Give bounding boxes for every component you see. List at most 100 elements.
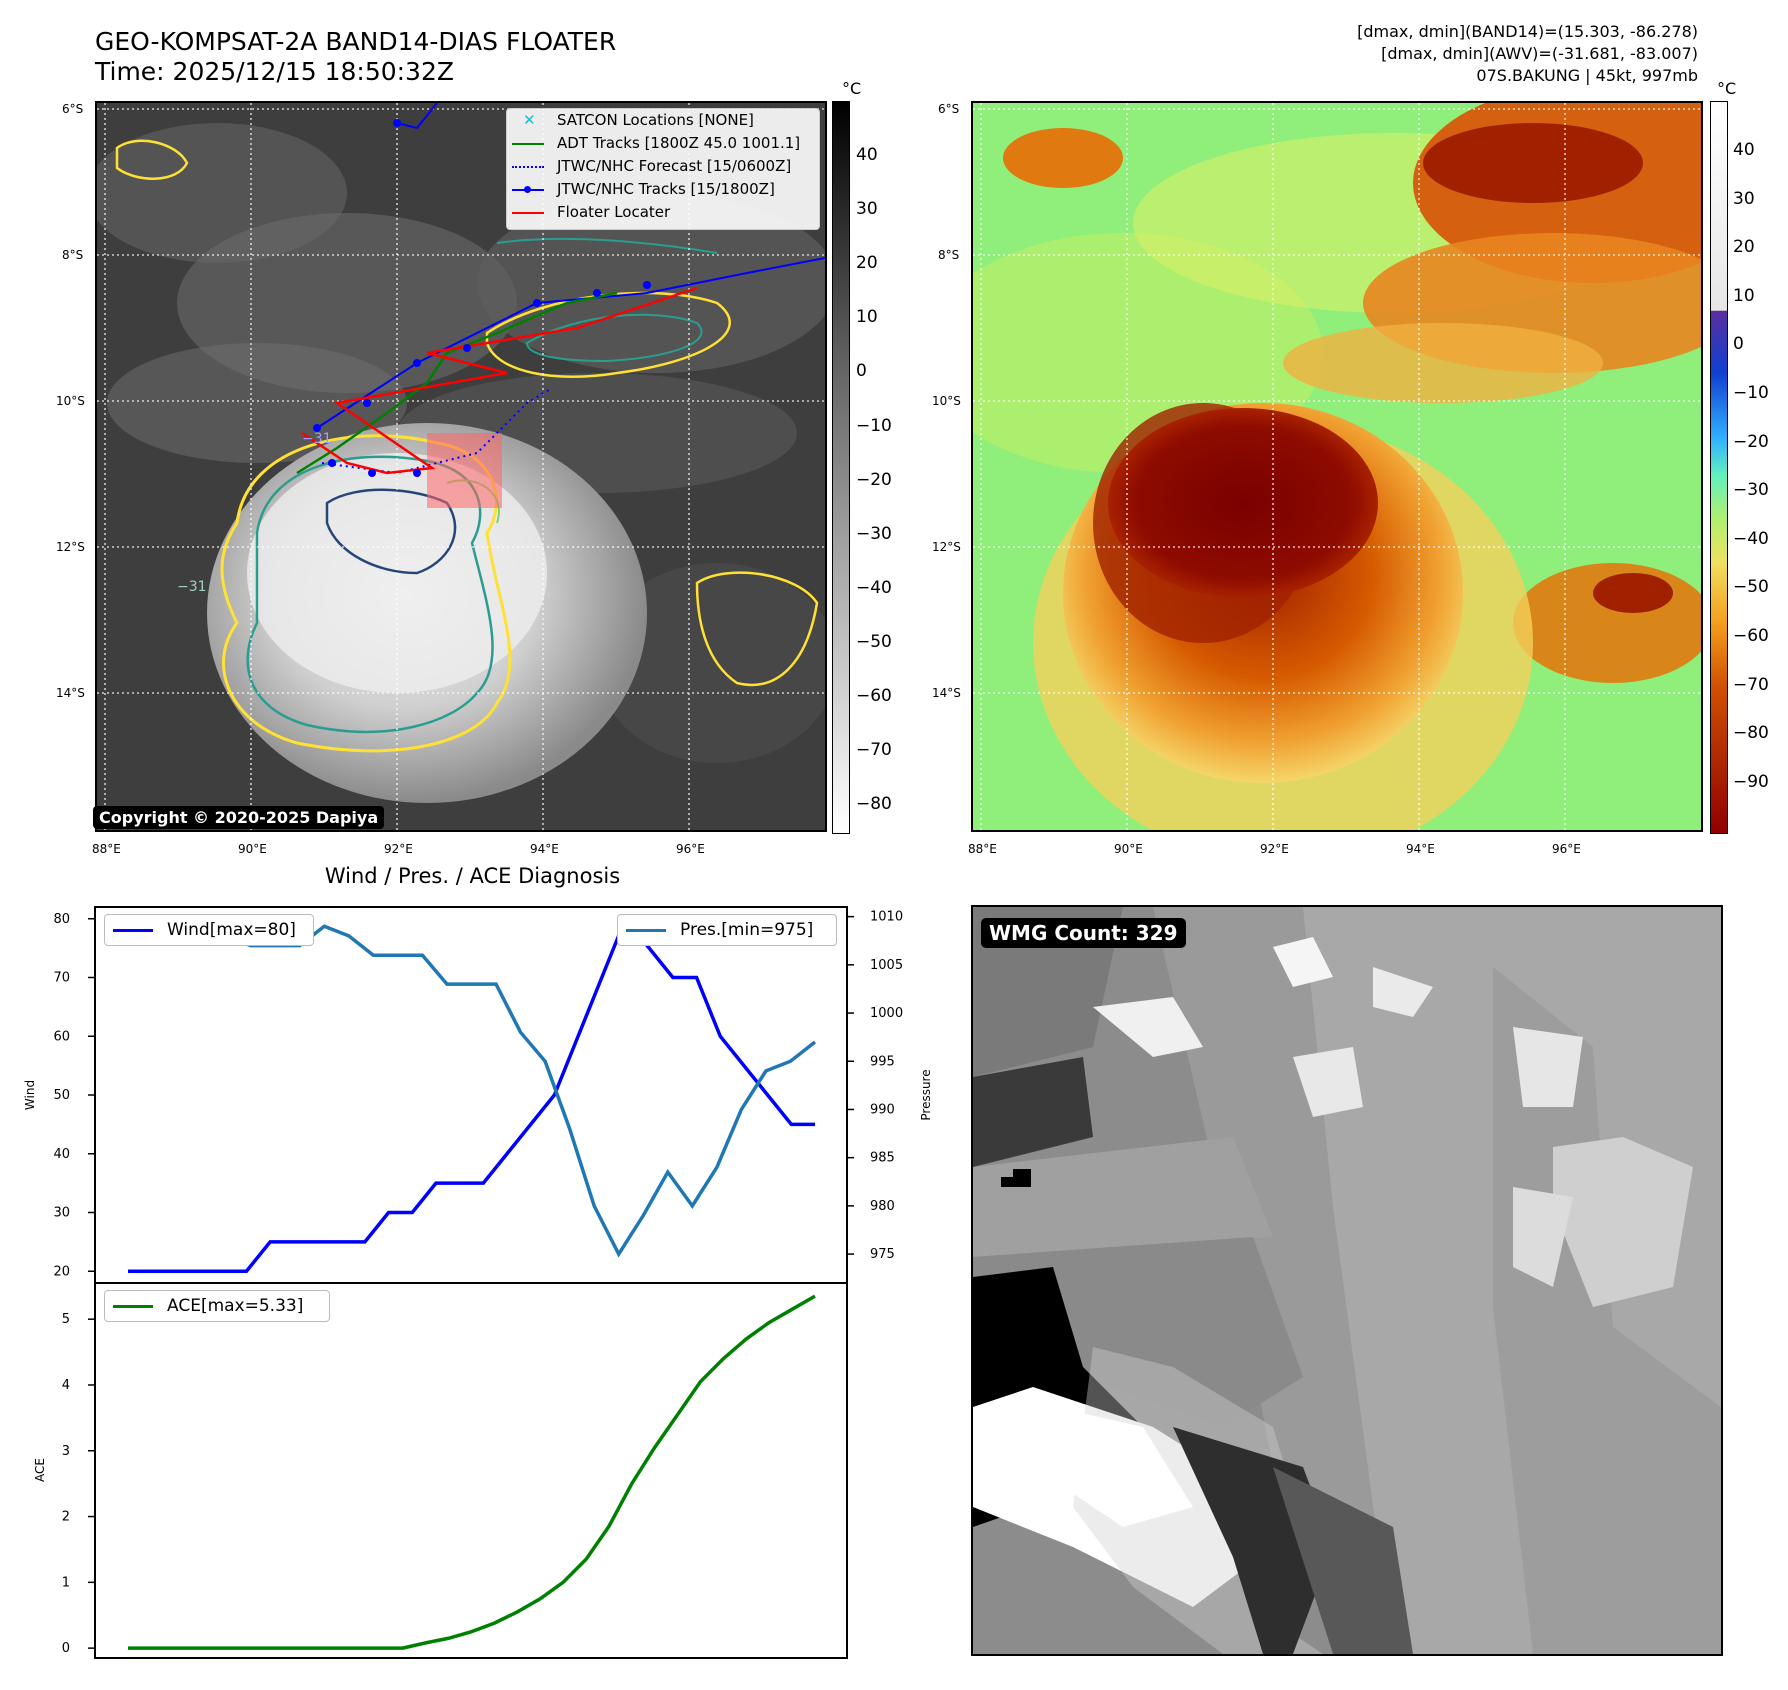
lon-label: 88°E bbox=[968, 842, 997, 856]
diagnosis-title: Wind / Pres. / ACE Diagnosis bbox=[324, 864, 621, 888]
info-line2: [dmax, dmin](AWV)=(-31.681, -83.007) bbox=[1381, 44, 1698, 63]
pressure-tick-label: 1010 bbox=[870, 910, 903, 925]
ace-axis-label: ACE bbox=[33, 1458, 47, 1482]
pressure-tick-label: 985 bbox=[870, 1151, 895, 1166]
lat-label: 10°S bbox=[56, 394, 85, 408]
wmg-image bbox=[973, 907, 1721, 1654]
dotted-line-icon bbox=[512, 166, 544, 168]
solid-line-icon bbox=[512, 212, 544, 214]
colorbar-tick-label: −90 bbox=[1733, 771, 1769, 792]
lat-label: 14°S bbox=[932, 686, 961, 700]
colorbar-tick-label: 0 bbox=[856, 361, 867, 382]
ace-tick-label: 2 bbox=[62, 1510, 70, 1525]
pressure-tick-label: 980 bbox=[870, 1199, 895, 1214]
wind-legend: Wind[max=80] bbox=[104, 914, 314, 946]
wind-series-line bbox=[128, 915, 815, 1273]
info-line3: 07S.BAKUNG | 45kt, 997mb bbox=[1476, 66, 1698, 85]
dias-colorbar bbox=[1710, 101, 1728, 834]
ir-map-legend: ✕ SATCON Locations [NONE] ADT Tracks [18… bbox=[506, 108, 820, 230]
wmg-count-badge: WMG Count: 329 bbox=[981, 918, 1186, 948]
legend-satcon: ✕ SATCON Locations [NONE] bbox=[507, 109, 819, 132]
lat-label: 10°S bbox=[932, 394, 961, 408]
lon-label: 90°E bbox=[238, 842, 267, 856]
colorbar-tick-label: 40 bbox=[1733, 140, 1755, 160]
ir-map-image: −31 −31 bbox=[97, 103, 825, 830]
colorbar-tick-label: −30 bbox=[856, 523, 892, 544]
lat-label: 8°S bbox=[62, 248, 84, 262]
lon-label: 96°E bbox=[676, 842, 705, 856]
colorbar-tick-label: 30 bbox=[856, 199, 878, 220]
colorbar-tick-label: −40 bbox=[1733, 528, 1769, 549]
lat-label: 12°S bbox=[932, 540, 961, 554]
lon-label: 92°E bbox=[384, 842, 413, 856]
title-line2: Time: 2025/12/15 18:50:32Z bbox=[95, 57, 454, 86]
colorbar-tick-label: 10 bbox=[856, 307, 878, 328]
wind-tick-label: 80 bbox=[53, 912, 70, 927]
colorbar-tick-label: 20 bbox=[856, 253, 878, 274]
ir-map-panel: −31 −31 bbox=[95, 101, 827, 832]
lon-label: 96°E bbox=[1552, 842, 1581, 856]
colorbar-tick-label: 0 bbox=[1733, 334, 1744, 355]
lat-label: 6°S bbox=[938, 102, 960, 116]
wind-tick-label: 20 bbox=[53, 1264, 70, 1279]
pressure-tick-label: 975 bbox=[870, 1247, 895, 1262]
ace-tick-label: 0 bbox=[62, 1641, 70, 1656]
pressure-tick-label: 1005 bbox=[870, 958, 903, 973]
ace-series-line bbox=[128, 1294, 816, 1650]
lon-label: 94°E bbox=[530, 842, 559, 856]
colorbar-tick-label: −50 bbox=[856, 631, 892, 652]
legend-tracks: JTWC/NHC Tracks [15/1800Z] bbox=[507, 178, 819, 201]
wind-tick-label: 70 bbox=[53, 971, 70, 986]
copyright-badge: Copyright © 2020-2025 Dapiya bbox=[93, 806, 385, 829]
svg-text:−31: −31 bbox=[177, 579, 207, 595]
legend-adt: ADT Tracks [1800Z 45.0 1001.1] bbox=[507, 132, 819, 155]
pressure-axis-label: Pressure bbox=[919, 1069, 933, 1120]
lon-label: 94°E bbox=[1406, 842, 1435, 856]
legend-floater: Floater Locater bbox=[507, 201, 819, 224]
colorbar-tick-label: −20 bbox=[1733, 431, 1769, 452]
lat-label: 8°S bbox=[938, 248, 960, 262]
ace-legend: ACE[max=5.33] bbox=[104, 1290, 330, 1322]
ace-tick-label: 1 bbox=[62, 1575, 70, 1590]
wind-tick-label: 30 bbox=[53, 1206, 70, 1221]
colorbar-tick-label: −80 bbox=[1733, 723, 1769, 744]
ir-colorbar bbox=[832, 101, 850, 834]
colorbar-tick-label: −40 bbox=[856, 577, 892, 598]
solid-line-icon bbox=[512, 143, 544, 145]
svg-text:−31: −31 bbox=[302, 431, 332, 447]
colorbar-tick-label: 30 bbox=[1733, 188, 1755, 209]
colorbar-tick-label: −60 bbox=[856, 686, 892, 706]
wmg-panel bbox=[971, 905, 1723, 1656]
ace-tick-label: 3 bbox=[62, 1444, 70, 1459]
ace-tick-label: 5 bbox=[62, 1312, 70, 1327]
dias-map-image bbox=[973, 103, 1701, 830]
title-line1: GEO-KOMPSAT-2A BAND14-DIAS FLOATER bbox=[95, 27, 617, 56]
lon-label: 88°E bbox=[92, 842, 121, 856]
legend-line-icon bbox=[113, 929, 153, 932]
lon-label: 92°E bbox=[1260, 842, 1289, 856]
colorbar-tick-label: −50 bbox=[1733, 577, 1769, 598]
lon-label: 90°E bbox=[1114, 842, 1143, 856]
pressure-legend: Pres.[min=975] bbox=[617, 914, 837, 946]
colorbar-tick-label: −10 bbox=[856, 415, 892, 436]
lat-label: 14°S bbox=[56, 686, 85, 700]
wind-plot-frame bbox=[94, 906, 848, 1284]
colorbar-tick-label: −70 bbox=[856, 740, 892, 761]
legend-line-icon bbox=[113, 1305, 153, 1308]
lat-label: 6°S bbox=[62, 102, 84, 116]
legend-forecast: JTWC/NHC Forecast [15/0600Z] bbox=[507, 155, 819, 178]
colorbar-unit: °C bbox=[1717, 79, 1737, 98]
wind-tick-label: 50 bbox=[53, 1088, 70, 1103]
colorbar-tick-label: −80 bbox=[856, 794, 892, 815]
colorbar-tick-label: −10 bbox=[1733, 383, 1769, 403]
legend-line-icon bbox=[626, 929, 666, 932]
diagnosis-chart: 2030405060708097598098599099510001005101… bbox=[23, 906, 933, 1659]
colorbar-tick-label: −70 bbox=[1733, 674, 1769, 695]
x-marker-icon: ✕ bbox=[523, 111, 536, 129]
colorbar-tick-label: 20 bbox=[1733, 237, 1755, 258]
ace-tick-label: 4 bbox=[62, 1378, 70, 1393]
colorbar-tick-label: −20 bbox=[856, 469, 892, 490]
colorbar-tick-label: −30 bbox=[1733, 480, 1769, 501]
dias-map-panel bbox=[971, 101, 1703, 832]
info-line1: [dmax, dmin](BAND14)=(15.303, -86.278) bbox=[1357, 22, 1698, 41]
